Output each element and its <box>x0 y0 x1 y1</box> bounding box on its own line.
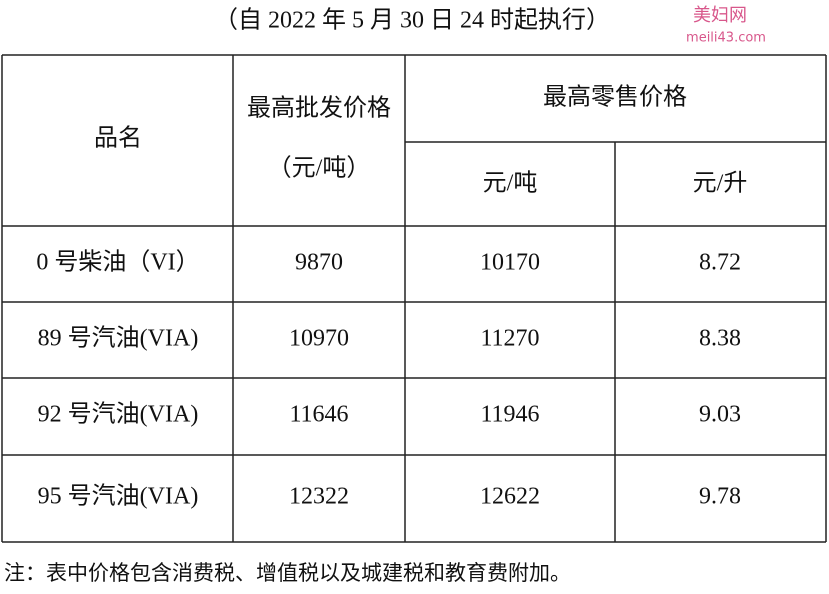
price-cell: 9870 <box>295 250 343 276</box>
header-cell: 品名 <box>94 125 142 152</box>
title: （自 2022 年 5 月 30 日 24 时起执行） <box>214 7 610 34</box>
header-cell: 最高零售价格 <box>543 84 687 111</box>
price-cell: 12622 <box>480 484 540 510</box>
price-cell: 10170 <box>480 250 540 276</box>
note: 注：表中价格包含消费税、增值税以及城建税和教育费附加。 <box>4 561 571 585</box>
price-cell: 8.38 <box>699 326 741 352</box>
product-name: 0 号柴油（VI） <box>36 249 199 276</box>
product-name: 89 号汽油(VIA) <box>38 325 199 352</box>
price-cell: 11646 <box>289 402 348 428</box>
price-cell: 12322 <box>289 484 349 510</box>
price-cell: 9.03 <box>699 402 741 428</box>
header-cell: 元/升 <box>693 170 748 197</box>
price-cell: 11946 <box>480 402 539 428</box>
price-cell: 9.78 <box>699 484 741 510</box>
price-cell: 8.72 <box>699 250 741 276</box>
header-cell: （元/吨） <box>268 155 371 182</box>
watermark-url: meili43.com <box>686 31 766 46</box>
product-name: 92 号汽油(VIA) <box>38 401 199 428</box>
price-cell: 10970 <box>289 326 349 352</box>
product-name: 95 号汽油(VIA) <box>38 483 199 510</box>
price-cell: 11270 <box>480 326 539 352</box>
header-cell: 最高批发价格 <box>247 95 391 122</box>
header-cell: 元/吨 <box>483 170 538 197</box>
watermark-name: 美妇网 <box>693 5 747 26</box>
